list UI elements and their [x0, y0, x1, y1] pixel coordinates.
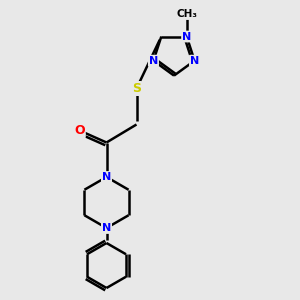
Text: N: N — [149, 56, 158, 66]
Text: S: S — [132, 82, 141, 95]
Text: N: N — [102, 172, 111, 182]
Text: N: N — [182, 32, 191, 41]
Text: N: N — [190, 56, 199, 66]
Text: O: O — [74, 124, 85, 137]
Text: CH₃: CH₃ — [176, 9, 197, 19]
Text: N: N — [102, 223, 111, 233]
